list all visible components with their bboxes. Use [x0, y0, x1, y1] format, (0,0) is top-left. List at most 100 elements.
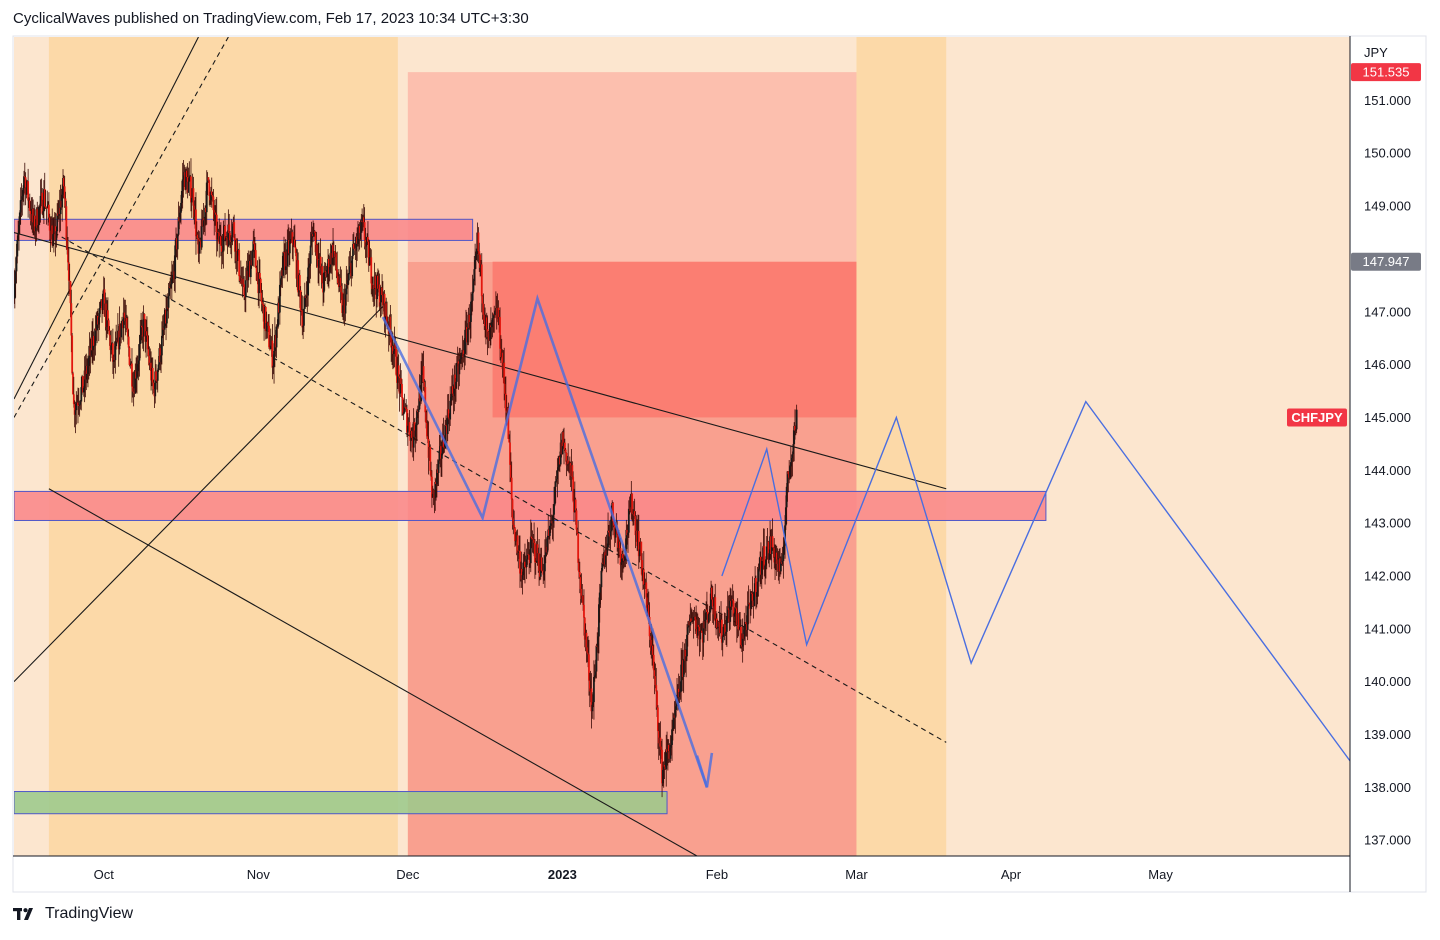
- candle-body-859: [726, 608, 729, 618]
- candle-body-740: [627, 508, 630, 533]
- candle-body-90: [87, 357, 90, 367]
- candle-body-600: [511, 499, 514, 519]
- candle-body-779: [660, 746, 663, 750]
- candle-body-672: [571, 465, 574, 477]
- tradingview-logo-icon[interactable]: [13, 907, 39, 921]
- candle-body-604: [514, 540, 517, 542]
- candle-body-836: [707, 614, 710, 623]
- candle-body-174: [157, 364, 160, 371]
- candle-body-676: [574, 499, 577, 511]
- candle-body-687: [583, 617, 586, 640]
- candle-body-918: [775, 552, 778, 564]
- candle-body-269: [236, 250, 239, 262]
- candle-body-695: [590, 688, 593, 712]
- candle-body-511: [437, 460, 440, 473]
- candle-body-468: [401, 397, 404, 415]
- candle-body-287: [251, 251, 254, 266]
- candle-body-661: [562, 432, 565, 447]
- time-axis[interactable]: Oct Nov Dec 2023 Feb Mar Apr May: [94, 867, 1174, 882]
- candle-body-239: [211, 195, 214, 197]
- candle-body-542: [463, 353, 466, 357]
- candle-body-23: [32, 208, 35, 223]
- candle-body-561: [479, 254, 482, 268]
- candle-body-727: [617, 534, 619, 548]
- candle-body-526: [450, 397, 452, 401]
- candle-body-276: [242, 279, 245, 285]
- candle-body-501: [429, 446, 432, 471]
- candle-body-80: [79, 401, 82, 405]
- candle-body-744: [631, 493, 634, 514]
- candle-body-237: [210, 191, 212, 201]
- candle-body-566: [483, 314, 486, 321]
- candle-body-61: [63, 186, 66, 199]
- candle-body-402: [347, 280, 349, 286]
- candle-body-554: [473, 269, 476, 282]
- candle-body-198: [177, 217, 180, 235]
- candle-body-926: [782, 553, 785, 562]
- candle-body-925: [781, 561, 784, 564]
- candle-body-150: [137, 360, 140, 365]
- candle-body-329: [286, 241, 289, 267]
- candle-body-494: [423, 382, 426, 387]
- candle-body-430: [370, 257, 373, 284]
- candle-body-254: [224, 225, 226, 240]
- candle-body-304: [265, 323, 268, 332]
- candle-body-345: [299, 290, 302, 311]
- candle-body-809: [685, 656, 688, 661]
- candle-body-815: [690, 618, 693, 622]
- candle-body-753: [638, 549, 641, 557]
- candle-body-531: [454, 374, 457, 389]
- candle-body-230: [204, 207, 206, 221]
- candle-body-868: [734, 607, 737, 614]
- publisher-name[interactable]: CyclicalWaves: [13, 10, 110, 27]
- candle-body-232: [205, 182, 208, 213]
- time-tick-label: Apr: [1001, 867, 1022, 882]
- candle-body-775: [657, 707, 659, 732]
- candle-body-502: [430, 470, 432, 477]
- candle-body-785: [665, 749, 668, 770]
- candle-body-491: [421, 370, 423, 376]
- price-axis[interactable]: 137.000 138.000 139.000 140.000 141.000 142.0…: [1364, 93, 1411, 848]
- candle-body-705: [598, 592, 601, 605]
- candle-body-290: [254, 244, 256, 251]
- candle-body-893: [755, 578, 757, 597]
- channel-line-3: [14, 37, 199, 400]
- candle-body-615: [524, 561, 526, 567]
- candle-body-818: [692, 616, 695, 621]
- candle-body-395: [341, 292, 344, 313]
- candle-body-556: [475, 253, 477, 260]
- candle-body-356: [308, 263, 311, 266]
- candle-body-509: [436, 469, 438, 485]
- candle-body-56: [59, 200, 62, 215]
- candle-body-208: [185, 170, 188, 178]
- candle-body-806: [682, 659, 685, 677]
- candle-body-355: [308, 265, 310, 268]
- candle-body-1: [14, 283, 16, 299]
- candle-body-612: [521, 575, 524, 580]
- candle-body-417: [359, 232, 362, 240]
- candle-body-189: [170, 284, 172, 288]
- candle-body-597: [509, 442, 511, 465]
- candle-body-730: [619, 548, 622, 565]
- price-tick-label: 146.000: [1364, 357, 1411, 372]
- candle-body-324: [282, 252, 285, 276]
- candle-body-332: [288, 240, 291, 254]
- candle-body-17: [27, 181, 30, 201]
- candle-body-153: [140, 325, 143, 336]
- candle-body-735: [623, 556, 626, 561]
- tradingview-brand[interactable]: TradingView: [45, 905, 134, 922]
- candle-body-148: [136, 371, 138, 379]
- time-tick-label: Feb: [706, 867, 728, 882]
- candle-body-883: [746, 606, 749, 631]
- bands-layer: [14, 218, 1047, 815]
- time-tick-label: Dec: [396, 867, 420, 882]
- candle-body-79: [78, 404, 81, 406]
- candle-body-59: [62, 178, 64, 195]
- chart[interactable]: JPY 137.000138.000139.000140.000141.0001…: [0, 0, 1440, 900]
- candle-body-422: [363, 222, 366, 240]
- candle-body-515: [440, 453, 443, 459]
- candle-body-716: [607, 530, 610, 533]
- candle-body-31: [38, 206, 41, 208]
- candle-body-719: [610, 516, 613, 532]
- price-badge-2: [1287, 408, 1347, 427]
